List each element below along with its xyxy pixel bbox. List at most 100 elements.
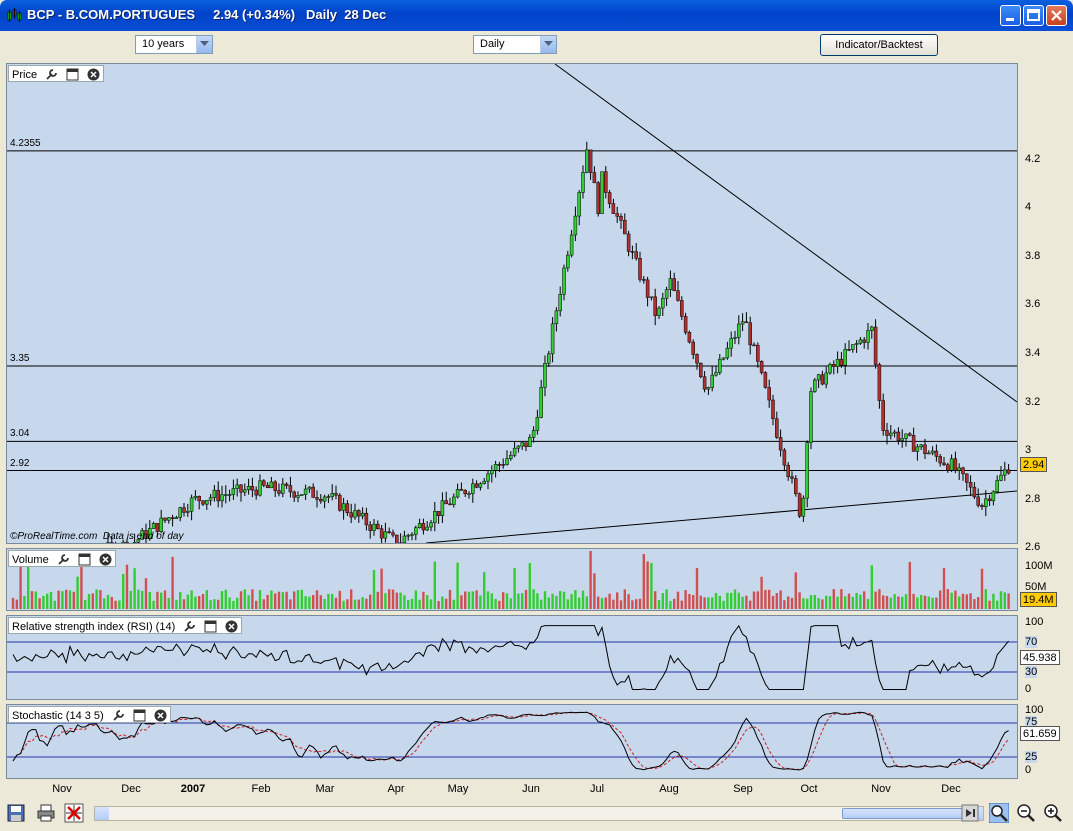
volume-bar (152, 600, 155, 609)
volume-bar (289, 599, 292, 609)
volume-bar (965, 594, 968, 609)
level-label: 3.35 (10, 353, 30, 365)
title-bar[interactable]: BCP - B.COM.PORTUGUES 2.94 (+0.34%) Dail… (0, 0, 1073, 31)
zoom-fit-icon[interactable] (989, 803, 1009, 823)
volume-bar (34, 591, 37, 609)
window-icon[interactable] (66, 68, 79, 81)
level-label: 2.92 (10, 457, 30, 469)
scroll-thumb[interactable] (842, 808, 965, 819)
candle-body (414, 527, 418, 535)
period-select[interactable]: Daily (473, 35, 557, 54)
price-panel[interactable]: 4.2355 3.35 3.04 2.92 Price ©ProRealTime.co… (6, 63, 1018, 544)
window-icon[interactable] (133, 709, 146, 722)
chevron-down-icon[interactable] (540, 36, 556, 53)
candle-body (607, 192, 612, 204)
candle-body (482, 480, 486, 484)
volume-bar (942, 567, 946, 609)
candle-body (938, 456, 942, 464)
candle-body (767, 387, 771, 401)
wrench-icon[interactable] (183, 620, 196, 633)
candle-body (189, 497, 194, 512)
volume-bar (167, 597, 170, 609)
volume-bar (524, 589, 528, 609)
horizontal-scrollbar[interactable] (94, 806, 984, 821)
wrench-icon[interactable] (45, 68, 58, 81)
candle-body (968, 482, 973, 488)
toolbar: 10 years Daily Indicator/Backtest (2, 31, 1071, 60)
print-icon[interactable] (36, 803, 56, 823)
zoom-in-icon[interactable] (1043, 803, 1063, 823)
rsi-chart[interactable] (7, 616, 1017, 699)
window-icon[interactable] (204, 620, 217, 633)
volume-bar (76, 576, 79, 609)
candle-body (843, 349, 847, 366)
range-select[interactable]: 10 years (135, 35, 213, 54)
volume-bar (904, 594, 908, 609)
price-chart[interactable] (7, 64, 1017, 543)
scroll-left-arrow[interactable] (95, 807, 109, 820)
close-panel-icon[interactable] (99, 553, 112, 566)
volume-bar (711, 597, 714, 609)
candle-body (680, 300, 684, 317)
candle-body (391, 532, 395, 536)
candle-body (961, 467, 965, 475)
volume-bar (190, 590, 193, 609)
volume-bar (973, 599, 976, 609)
close-button[interactable] (1046, 5, 1067, 26)
candle-body (159, 517, 163, 532)
volume-bar (726, 592, 729, 609)
volume-bar (399, 592, 402, 609)
indicator-backtest-button[interactable]: Indicator/Backtest (820, 34, 938, 56)
volume-bar (616, 592, 619, 609)
candle-body (775, 418, 779, 438)
wrench-icon[interactable] (112, 709, 125, 722)
candle-body (387, 531, 391, 534)
candle-body (528, 437, 532, 447)
candle-body (657, 307, 661, 316)
volume-bar (608, 593, 611, 609)
volume-bar (901, 596, 904, 609)
volume-bar (270, 590, 273, 609)
candle-body (132, 541, 137, 543)
stoch-tick: 0 (1025, 764, 1032, 776)
volume-bar (551, 593, 554, 609)
close-panel-icon[interactable] (225, 620, 238, 633)
candle-body (535, 417, 540, 431)
volume-bar (547, 597, 550, 609)
volume-chart[interactable] (7, 549, 1017, 610)
rsi-panel[interactable]: Relative strength index (RSI) (14) (6, 615, 1018, 700)
zoom-out-icon[interactable] (1016, 803, 1036, 823)
chevron-down-icon[interactable] (196, 36, 212, 53)
volume-bar (931, 597, 934, 609)
volume-bar (236, 597, 239, 609)
volume-bar (566, 599, 569, 609)
close-panel-icon[interactable] (154, 709, 167, 722)
candle-body (676, 290, 680, 301)
candle-body (296, 495, 300, 498)
candle-body (444, 500, 448, 505)
stochastic-panel[interactable]: Stochastic (14 3 5) (6, 704, 1018, 779)
volume-bar (103, 598, 106, 609)
volume-bar (160, 592, 163, 609)
volume-bar (961, 593, 965, 609)
candle-body (490, 470, 494, 475)
stochastic-chart[interactable] (7, 705, 1017, 778)
volume-bar (657, 600, 661, 609)
volume-bar (790, 597, 794, 609)
candle-body (281, 483, 285, 494)
window-icon[interactable] (78, 553, 91, 566)
crosshair-off-icon[interactable] (64, 803, 84, 823)
candle-body (224, 494, 228, 496)
candle-body (801, 497, 806, 517)
close-panel-icon[interactable] (87, 68, 100, 81)
minimize-button[interactable] (1000, 5, 1021, 26)
wrench-icon[interactable] (57, 553, 70, 566)
candle-body (1006, 469, 1011, 474)
volume-panel[interactable]: Volume (6, 548, 1018, 611)
maximize-button[interactable] (1023, 5, 1044, 26)
volume-bar (863, 591, 866, 609)
candle-body (436, 511, 441, 516)
save-icon[interactable] (6, 803, 26, 823)
volume-bar (304, 596, 307, 609)
scroll-end-icon[interactable] (960, 803, 980, 823)
